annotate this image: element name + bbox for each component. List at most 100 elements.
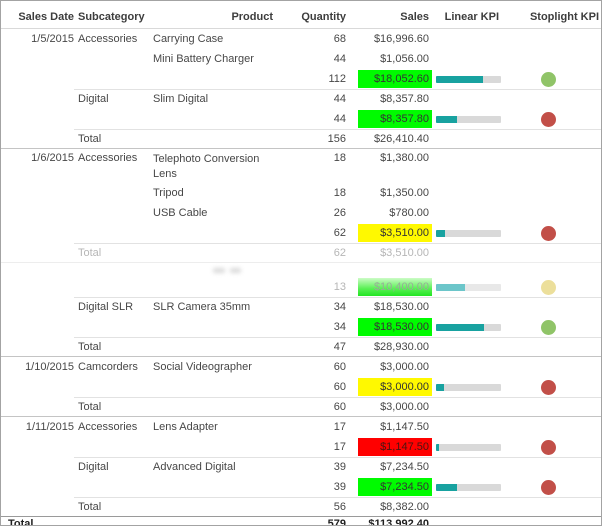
cell-quantity: 60 [333, 381, 346, 393]
cell-group-total-label: Total [78, 400, 102, 413]
cell-stoplight-kpi [501, 183, 601, 203]
cell-stoplight-kpi [501, 129, 601, 148]
cell-sales-date [1, 437, 74, 457]
cell-sales: $3,510.00 [346, 223, 432, 243]
cell-sales [346, 263, 432, 277]
cell-product [153, 317, 273, 337]
cell-product: Social Videographer [153, 361, 252, 373]
cell-sales-date [1, 203, 74, 223]
cell-sales-date [1, 317, 74, 337]
cell-product: Lens Adapter [153, 421, 218, 433]
cell-linear-kpi [432, 357, 501, 377]
cell-sales: $16,996.60 [373, 33, 429, 45]
cell-linear-kpi [432, 297, 501, 317]
sales-highlight-green: $7,234.50 [358, 478, 432, 496]
cell-linear-kpi [432, 377, 501, 397]
linear-kpi-fill [436, 283, 465, 291]
cell-quantity [273, 263, 346, 277]
cell-quantity: 17 [333, 421, 346, 433]
cell-stoplight-kpi [501, 357, 601, 377]
cell-quantity: 47 [333, 340, 346, 353]
cell-linear-kpi [432, 129, 501, 148]
header-linear-kpi: Linear KPI [444, 11, 499, 23]
cell-product: Advanced Digital [153, 461, 236, 473]
cell-quantity: 13 [333, 281, 346, 293]
cell-sales-date [1, 89, 74, 109]
table-row-item: 1/5/2015 Accessories Carrying Case 68 $16,99… [1, 29, 601, 49]
cell-linear-kpi [432, 203, 501, 223]
cell-sales-date [1, 397, 74, 416]
table-row-sub: 62 $3,510.00 [1, 223, 601, 243]
cell-product [153, 337, 273, 356]
cell-subcategory [74, 477, 153, 497]
cell-linear-kpi [432, 437, 501, 457]
stoplight-icon-red [541, 111, 556, 127]
cell-sales: $18,530.00 [373, 301, 429, 313]
cell-linear-kpi [432, 243, 501, 262]
stoplight-icon-red [541, 225, 556, 241]
cell-linear-kpi [432, 223, 501, 243]
table-row-item: 1/11/2015 Accessories Lens Adapter 17 $1,147… [1, 416, 601, 437]
table-row-item: USB Cable 26 $780.00 [1, 203, 601, 223]
cell-sales: $3,510.00 [380, 246, 429, 259]
cell-sales-date [1, 49, 74, 69]
cell-sales-date: Total [8, 518, 34, 526]
cell-sales: $8,357.80 [346, 109, 432, 129]
sales-highlight-green-grad: $10,400.00 [358, 278, 432, 296]
header-stoplight-kpi: Stoplight KPI [529, 11, 599, 23]
cell-subcategory: Digital [78, 461, 109, 473]
linear-kpi-bar [436, 443, 501, 451]
cell-sales-date [1, 337, 74, 356]
header-product: Product [231, 11, 273, 23]
table-row-item: Digital SLR SLR Camera 35mm 34 $18,530.00 [1, 297, 601, 317]
cell-quantity: 39 [333, 461, 346, 473]
cell-sales-date: 1/10/2015 [25, 361, 74, 373]
cell-subcategory [74, 223, 153, 243]
cell-stoplight-kpi [501, 203, 601, 223]
linear-kpi-fill [436, 75, 483, 83]
cell-linear-kpi [432, 517, 501, 525]
linear-kpi-fill [436, 323, 485, 331]
table-row-total: Total 56 $8,382.00 [1, 497, 601, 516]
cell-sales: $18,530.00 [346, 317, 432, 337]
cell-stoplight-kpi [501, 297, 601, 317]
table-row-total: Total 47 $28,930.00 [1, 337, 601, 356]
cell-sales: $1,147.50 [346, 437, 432, 457]
table-row-item: Mini Battery Charger 44 $1,056.00 [1, 49, 601, 69]
cell-linear-kpi [432, 317, 501, 337]
cell-stoplight-kpi [501, 277, 601, 297]
cell-sales-date [1, 277, 74, 297]
cell-quantity: 18 [333, 152, 346, 164]
cell-sales: $3,000.00 [380, 361, 429, 373]
cell-sales: $1,056.00 [380, 53, 429, 65]
cell-group-total-label: Total [78, 246, 102, 259]
cell-product [153, 109, 273, 129]
cell-sales: $8,382.00 [380, 500, 429, 513]
cell-stoplight-kpi [501, 149, 601, 183]
cell-linear-kpi [432, 477, 501, 497]
cell-linear-kpi [432, 497, 501, 516]
cell-stoplight-kpi [501, 397, 601, 416]
cell-subcategory: Digital [78, 93, 109, 105]
cell-product: Mini Battery Charger [153, 53, 254, 65]
cell-sales: $26,410.40 [373, 132, 429, 145]
cell-sales: $10,400.00 [346, 277, 432, 297]
table-row-sub: 34 $18,530.00 [1, 317, 601, 337]
cell-quantity: 62 [333, 227, 346, 239]
cell-product: Slim Digital [153, 93, 209, 105]
cell-subcategory [74, 317, 153, 337]
stoplight-icon-red [541, 379, 556, 395]
linear-kpi-bar [436, 115, 501, 123]
cell-linear-kpi [432, 277, 501, 297]
linear-kpi-bar [436, 75, 501, 83]
cell-sales: $18,052.60 [346, 69, 432, 89]
cell-sales: $28,930.00 [373, 340, 429, 353]
cell-quantity: 44 [333, 93, 346, 105]
stoplight-icon-green [541, 71, 556, 87]
cell-subcategory: Camcorders [78, 361, 138, 373]
cell-product [153, 477, 273, 497]
cell-product [153, 69, 273, 89]
cell-subcategory [74, 203, 153, 223]
cell-sales: $1,350.00 [380, 187, 429, 199]
